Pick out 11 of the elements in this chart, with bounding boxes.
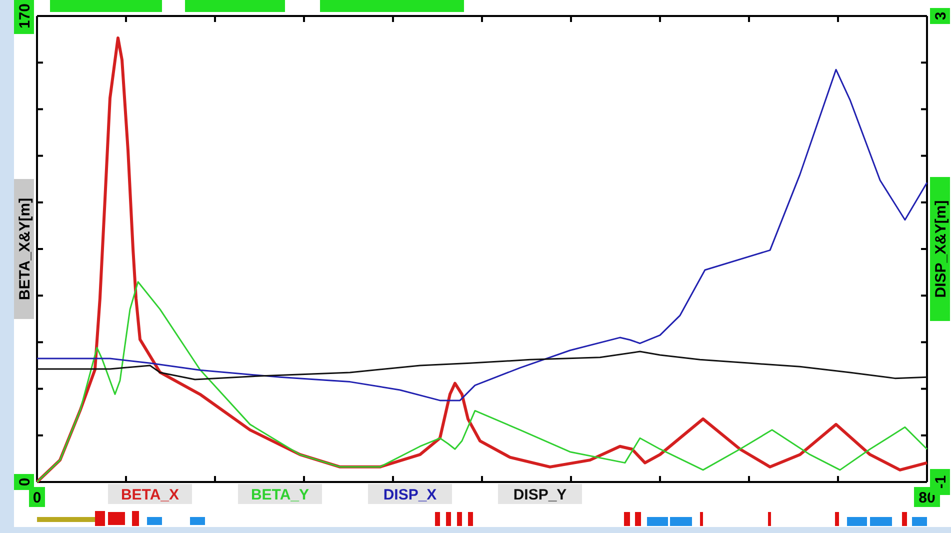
line-series <box>36 68 928 402</box>
y2-axis-title: DISP_X&Y[m] <box>932 200 950 298</box>
y-tick-label: 170 <box>16 3 34 29</box>
line-series <box>36 350 928 380</box>
text: DISP_Y <box>513 486 567 504</box>
text: BETA_X <box>120 486 180 504</box>
y-axis-title: BETA_X&Y[m] <box>16 198 34 300</box>
y2-tick-label: 3 <box>932 12 950 20</box>
y2-tick-label: -1 <box>932 475 950 489</box>
text: DISP_X <box>383 486 437 504</box>
series-label: BETA_Y <box>250 486 310 504</box>
